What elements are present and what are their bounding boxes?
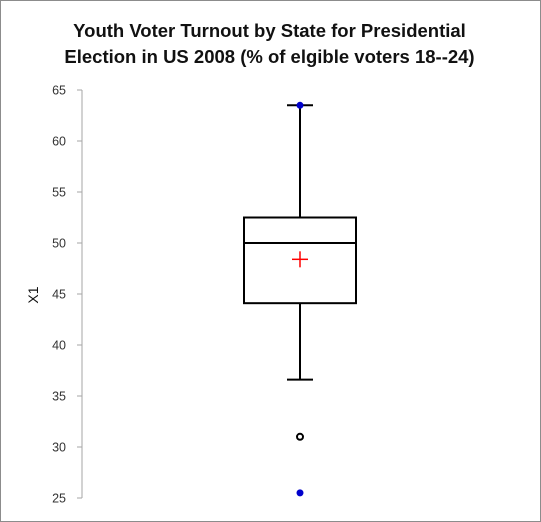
box-plot-marks [243,101,357,497]
y-tick-label: 25 [52,492,66,506]
y-axis-ticks: 25 30 35 40 45 50 55 60 65 [52,84,82,506]
y-tick-label: 60 [52,135,66,149]
y-tick-label: 45 [52,288,66,302]
y-tick-label: 65 [52,84,66,98]
interquartile-box [243,216,357,305]
chart-title: Youth Voter Turnout by State for Preside… [0,18,539,70]
y-tick-label: 30 [52,441,66,455]
chart-title-line-2: Election in US 2008 (% of elgible voters… [64,46,475,67]
y-axis-label: X1 [25,286,41,303]
minimum-point [296,489,304,497]
y-tick-label: 55 [52,186,66,200]
maximum-point [296,101,304,109]
outlier-point [296,432,304,441]
y-tick-label: 50 [52,237,66,251]
y-tick-label: 40 [52,339,66,353]
chart-title-line-1: Youth Voter Turnout by State for Preside… [73,20,466,41]
y-tick-label: 35 [52,390,66,404]
